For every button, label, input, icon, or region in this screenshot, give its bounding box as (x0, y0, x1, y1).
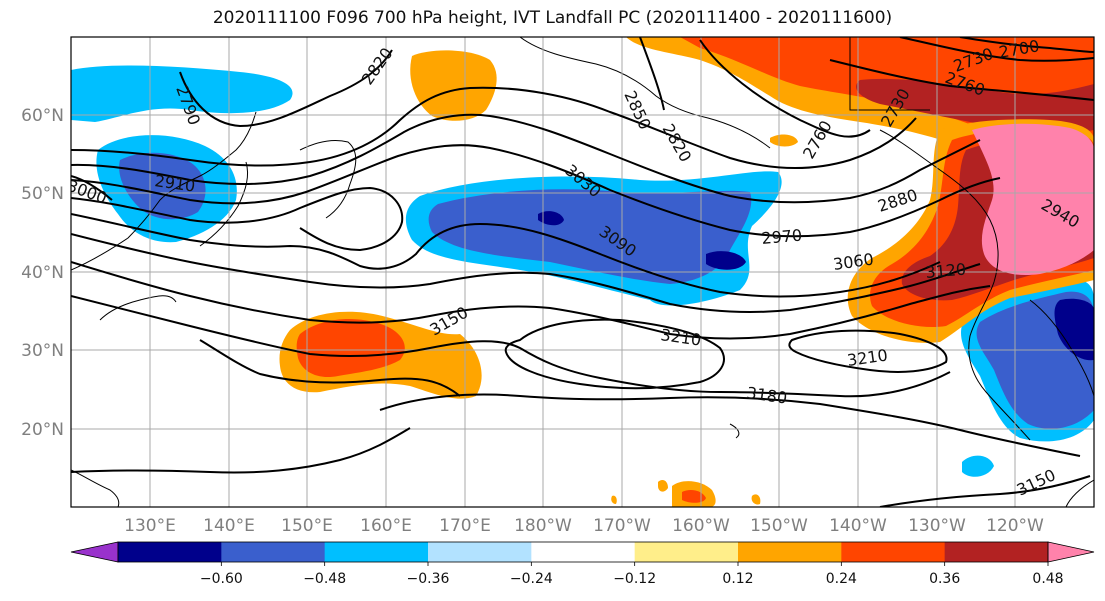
contour-3060 (71, 261, 991, 340)
colorbar-segment (738, 542, 842, 562)
coastlines (71, 37, 1094, 507)
lon-label: 120°W (986, 516, 1044, 536)
lat-label: 20°N (21, 420, 64, 440)
contour-label: 2970 (761, 226, 803, 248)
colorbar-frame (117, 541, 1049, 563)
coastline (99, 295, 177, 321)
gridlines (71, 37, 1094, 507)
colorbar-tick-label: −0.24 (510, 571, 553, 587)
colorbar-segment (944, 542, 1049, 562)
contour-2910 (71, 113, 981, 204)
coastline (71, 111, 257, 271)
lat-label: 40°N (21, 263, 64, 283)
lon-label: 170°E (439, 516, 491, 536)
positive-anomaly-region (410, 50, 497, 121)
lon-label: 130°W (908, 516, 966, 536)
contour-2700 (959, 37, 1094, 53)
contour-2940 (71, 144, 1001, 238)
contour-3000 (71, 213, 941, 298)
coastline (879, 129, 1031, 441)
colorbar-segment (118, 542, 222, 562)
negative-anomaly-region (119, 152, 206, 220)
colorbar-tick-label: −0.48 (303, 571, 346, 587)
coastline (1065, 479, 1094, 507)
colorbar-tick-label: 0.24 (826, 571, 857, 587)
contour-3120 (71, 295, 951, 398)
lat-label: 30°N (21, 341, 64, 361)
colorbar-tick-label: −0.36 (407, 571, 450, 587)
coastline (199, 161, 249, 247)
colorbar-segment (634, 542, 739, 562)
colorbar-segment (324, 542, 429, 562)
colorbar-segment (841, 542, 946, 562)
coastline (71, 469, 120, 507)
contour-2970 (71, 186, 404, 252)
contour-2760b (829, 59, 1094, 101)
positive-anomaly-region (682, 490, 706, 503)
lat-label: 60°N (21, 106, 64, 126)
contour-3150b (879, 475, 1091, 507)
lon-label: 140°E (203, 516, 255, 536)
contour-label: 3120 (925, 260, 967, 282)
contour-3000-west (71, 175, 113, 201)
positive-anomaly-region (658, 480, 668, 492)
negative-anomaly-region (706, 251, 746, 270)
coastline (849, 37, 930, 111)
plot-frame (70, 36, 1095, 508)
positive-anomaly-region (680, 37, 1094, 170)
lon-label: 170°W (593, 516, 651, 536)
contour-3180 (379, 393, 1081, 457)
negative-anomaly-region (962, 455, 994, 477)
colorbar-segment (221, 542, 326, 562)
lon-label: 150°W (750, 516, 808, 536)
positive-anomaly-region (770, 134, 798, 147)
colorbar-tick-label: 0.36 (929, 571, 960, 587)
lon-label: 180°W (514, 516, 572, 536)
coastline (729, 423, 740, 439)
lat-label: 50°N (21, 184, 64, 204)
height-contours (71, 37, 1094, 507)
ivt-shading (71, 37, 1094, 507)
contour-2760 (699, 39, 871, 138)
contour-3150 (199, 339, 461, 397)
latitude-labels: 60°N 50°N 40°N 30°N 20°N (21, 106, 64, 440)
coastline (299, 139, 357, 219)
map-title: 2020111100 F096 700 hPa height, IVT Land… (212, 8, 893, 28)
colorbar-segment (428, 542, 532, 562)
contour-3210 (504, 318, 725, 390)
lon-label: 160°E (360, 516, 412, 536)
colorbar: −0.60 −0.48 −0.36 −0.24 −0.12 0.12 0.24 0.36 0.4… (70, 541, 1095, 587)
lon-label: 160°W (672, 516, 730, 536)
contour-2790 (179, 49, 393, 128)
positive-anomaly-region (972, 123, 1094, 276)
contour-3210b (788, 329, 948, 373)
positive-anomaly-region (751, 494, 761, 505)
contour-3030 (71, 233, 981, 313)
colorbar-tick-label: −0.60 (200, 571, 243, 587)
negative-anomaly-region (1054, 298, 1094, 361)
positive-anomaly-region (611, 495, 617, 504)
coastline (519, 37, 771, 149)
lon-label: 150°E (281, 516, 333, 536)
contour-2730 (899, 37, 1094, 62)
colorbar-tick-label: 0.12 (722, 571, 753, 587)
contour-2850 (639, 37, 665, 111)
lon-label: 130°E (124, 516, 176, 536)
colorbar-extend-high (1047, 541, 1095, 563)
colorbar-tick-label: −0.12 (613, 571, 656, 587)
negative-anomaly-region (71, 65, 293, 122)
colorbar-segment (531, 542, 636, 562)
positive-anomaly-region (296, 319, 405, 378)
negative-anomaly-region (538, 211, 564, 226)
contour-3180b (71, 427, 411, 474)
colorbar-extend-low (70, 541, 119, 563)
lon-label: 140°W (829, 516, 887, 536)
colorbar-tick-label: 0.48 (1032, 571, 1063, 587)
contour-2880 (71, 86, 917, 169)
longitude-labels: 130°E 140°E 150°E 160°E 170°E 180°W 170°… (124, 516, 1044, 536)
